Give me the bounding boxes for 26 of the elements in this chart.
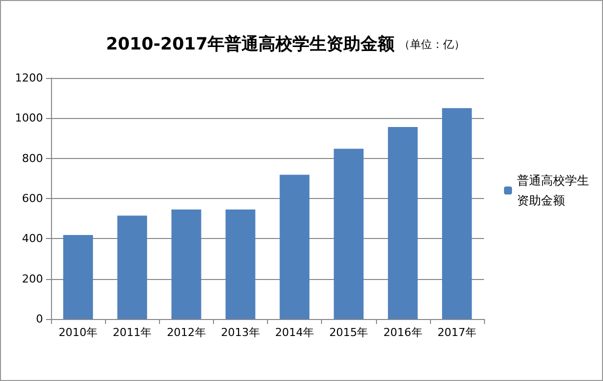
y-tick-label: 400 xyxy=(22,232,43,246)
bar xyxy=(442,108,472,319)
bar xyxy=(63,235,93,319)
y-tick-label: 200 xyxy=(22,272,43,286)
x-tick-label: 2011年 xyxy=(112,326,152,339)
bar xyxy=(388,127,418,319)
x-tick-label: 2012年 xyxy=(166,326,206,339)
legend-label: 普通高校学生资助金额 xyxy=(517,174,589,208)
y-tick-label: 800 xyxy=(22,152,43,165)
y-tick-label: 0 xyxy=(36,312,43,326)
x-tick-label: 2010年 xyxy=(58,326,98,339)
x-tick-label: 2017年 xyxy=(437,326,476,339)
x-tick-label: 2015年 xyxy=(329,326,368,339)
chart-title: 2010-2017年普通高校学生资助金额 xyxy=(106,34,396,54)
chart-subtitle: （单位：亿） xyxy=(399,38,465,51)
bar xyxy=(280,174,310,319)
bar xyxy=(117,216,148,319)
bar xyxy=(334,148,364,319)
x-tick-label: 2014年 xyxy=(275,326,314,339)
y-tick-label: 1000 xyxy=(15,112,43,125)
x-tick-label: 2013年 xyxy=(220,326,260,339)
bar xyxy=(171,210,202,319)
y-tick-label: 1200 xyxy=(15,72,43,84)
bar xyxy=(226,210,256,319)
y-tick-label: 600 xyxy=(22,192,43,205)
x-tick-label: 2016年 xyxy=(383,326,422,339)
